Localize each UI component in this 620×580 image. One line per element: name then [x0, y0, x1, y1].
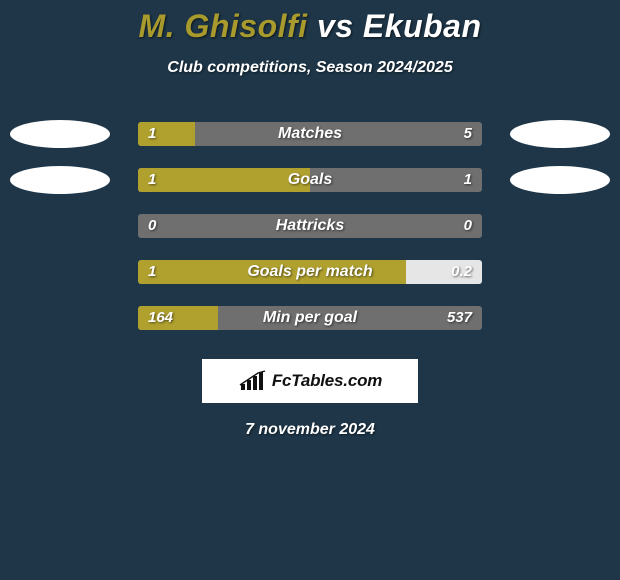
stat-label: Min per goal	[138, 306, 482, 330]
player1-name: M. Ghisolfi	[139, 8, 308, 44]
player1-ellipse	[10, 258, 110, 286]
stat-label: Hattricks	[138, 214, 482, 238]
player1-ellipse	[10, 212, 110, 240]
stat-bar: 15Matches	[138, 122, 482, 146]
stat-bar: 11Goals	[138, 168, 482, 192]
stat-row: 10.2Goals per match	[0, 249, 620, 295]
player2-ellipse	[510, 258, 610, 286]
stat-row: 15Matches	[0, 111, 620, 157]
stat-row: 164537Min per goal	[0, 295, 620, 341]
stat-label: Matches	[138, 122, 482, 146]
logo-box[interactable]: FcTables.com	[202, 359, 418, 403]
player2-ellipse	[510, 166, 610, 194]
player2-ellipse	[510, 304, 610, 332]
stat-bar: 00Hattricks	[138, 214, 482, 238]
subtitle: Club competitions, Season 2024/2025	[0, 59, 620, 77]
vs-text: vs	[308, 8, 363, 44]
stat-bar: 10.2Goals per match	[138, 260, 482, 284]
player1-ellipse	[10, 304, 110, 332]
stats-container: 15Matches 11Goals 00Hattricks 10.2Goals per…	[0, 111, 620, 341]
player1-ellipse	[10, 166, 110, 194]
stat-row: 00Hattricks	[0, 203, 620, 249]
player2-ellipse	[510, 212, 610, 240]
stat-label: Goals per match	[138, 260, 482, 284]
date-text: 7 november 2024	[0, 421, 620, 439]
stat-label: Goals	[138, 168, 482, 192]
player2-name: Ekuban	[363, 8, 482, 44]
player1-ellipse	[10, 120, 110, 148]
logo-inner: FcTables.com	[238, 370, 382, 392]
bars-icon	[238, 370, 268, 392]
logo-text: FcTables.com	[272, 371, 382, 391]
page-title: M. Ghisolfi vs Ekuban	[0, 0, 620, 45]
stat-row: 11Goals	[0, 157, 620, 203]
comparison-widget: M. Ghisolfi vs Ekuban Club competitions,…	[0, 0, 620, 580]
stat-bar: 164537Min per goal	[138, 306, 482, 330]
player2-ellipse	[510, 120, 610, 148]
